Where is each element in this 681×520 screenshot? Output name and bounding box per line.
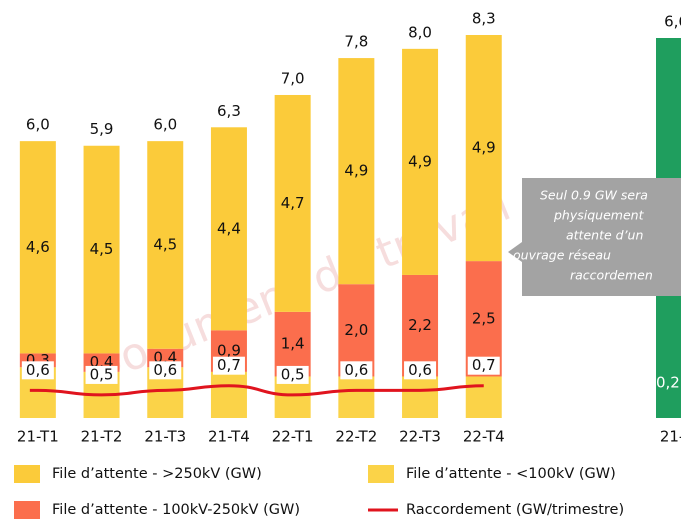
bar-segment (274, 94, 311, 312)
total-label: 5,9 (90, 120, 114, 138)
total-label: 6,6 (664, 13, 681, 31)
line-label: 0,6 (26, 361, 50, 379)
line-label: 0,7 (217, 356, 241, 374)
bar-segment (402, 48, 439, 275)
bar-segment (465, 376, 502, 418)
label-box (212, 356, 245, 375)
bar-segment (83, 145, 120, 354)
legend-label: File d’attente - >250kV (GW) (52, 466, 262, 482)
bar-segment (210, 371, 247, 418)
x-tick-label: 21-T1 (17, 428, 59, 446)
x-tick-label: 21-T3 (144, 428, 186, 446)
legend-label: File d’attente - <100kV (GW) (406, 466, 616, 482)
x-tick-label: 22-T2 (335, 428, 377, 446)
value-label: 2,0 (344, 321, 368, 339)
total-label: 8,3 (472, 10, 496, 28)
line-label: 0,6 (344, 361, 368, 379)
x-tick-label: 22-T3 (399, 428, 441, 446)
bar-segment (338, 284, 375, 377)
value-label: 4,4 (217, 219, 241, 237)
value-label: 4,9 (408, 152, 432, 170)
total-label: 8,0 (408, 23, 432, 41)
bar-segment (402, 376, 439, 418)
total-label: 7,8 (344, 33, 368, 51)
x-tick-label: 22-T4 (463, 428, 505, 446)
line-label: 0,5 (281, 365, 305, 383)
bar-segment (402, 274, 439, 377)
bar-segment (338, 376, 375, 418)
value-label: 2,5 (472, 309, 496, 327)
line-label: 0,7 (472, 356, 496, 374)
value-label: 2,2 (408, 316, 432, 334)
line-label: 0,6 (408, 361, 432, 379)
bar-segment (19, 141, 56, 354)
label-box (404, 361, 437, 380)
label-box (467, 356, 500, 375)
line-label: 0,5 (90, 365, 114, 383)
annotation: ouvrage réseau (513, 248, 611, 263)
legend-label: Raccordement (GW/trimestre) (406, 502, 624, 518)
x-tick-label: 22-T1 (272, 428, 314, 446)
x-tick-label: 21-T4 (208, 428, 250, 446)
value-label: 4,7 (281, 194, 305, 212)
value-label: 4,6 (26, 238, 50, 256)
x-tick-label: 21-T2 (81, 428, 123, 446)
value-label: 1,4 (281, 335, 305, 353)
x-tick-label: 21-T (660, 428, 681, 446)
bar-segment (210, 127, 247, 331)
legend-swatch (14, 501, 40, 519)
total-label: 7,0 (281, 69, 305, 87)
value-label: 4,9 (472, 139, 496, 157)
annotation: raccordemen (570, 268, 653, 283)
bar-segment (147, 141, 184, 349)
total-label: 6,3 (217, 102, 241, 120)
total-label: 6,0 (153, 116, 177, 134)
bar-segment (465, 35, 502, 262)
label-box (340, 361, 373, 380)
bar-segment (274, 311, 311, 377)
label-box (149, 361, 182, 380)
line-label: 0,6 (153, 361, 177, 379)
annotation: Seul 0.9 GW sera (540, 188, 648, 203)
value-label: 4,5 (90, 240, 114, 258)
legend-swatch (14, 465, 40, 483)
label-box (85, 365, 118, 384)
label-box (276, 365, 309, 384)
legend-swatch (368, 465, 394, 483)
line (29, 384, 484, 397)
bar-segment (338, 58, 375, 285)
label-box (21, 361, 54, 380)
total-label: 6,0 (26, 116, 50, 134)
value-label: 4,9 (344, 162, 368, 180)
value-label: 0,9 (217, 342, 241, 360)
value-label: 4,5 (153, 235, 177, 253)
callout (508, 178, 681, 296)
inner-label: 0,2 (656, 374, 680, 392)
annotation: attente d’un (566, 228, 643, 243)
annotation: physiquement (553, 208, 645, 223)
legend-label: File d’attente - 100kV-250kV (GW) (52, 502, 300, 518)
